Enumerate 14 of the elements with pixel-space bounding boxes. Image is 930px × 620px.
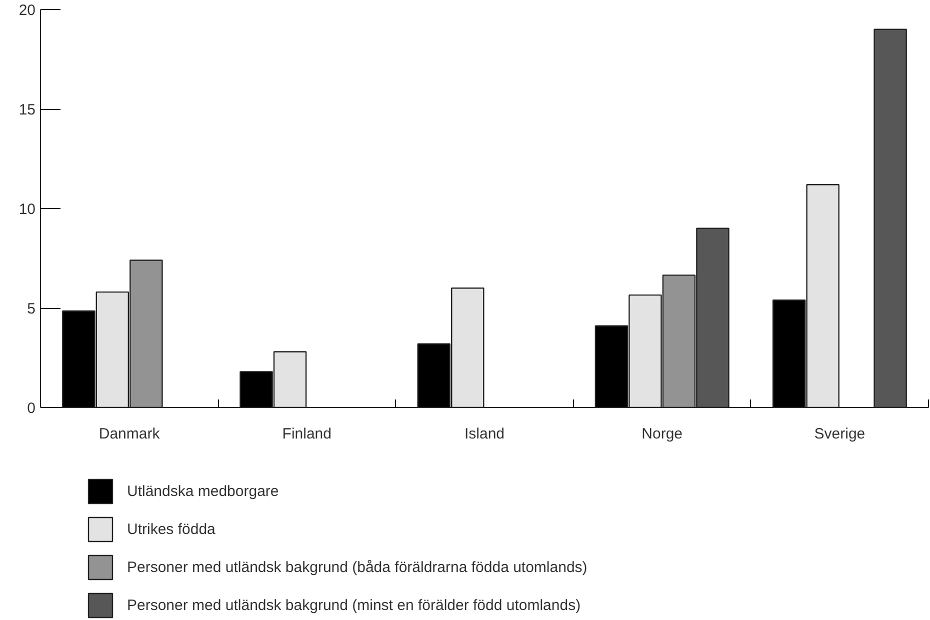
legend-label: Personer med utländsk bakgrund (båda föräldrarna födda utomlands) xyxy=(127,558,588,576)
x-tick-label: Finland xyxy=(282,426,332,442)
x-tick-label: Danmark xyxy=(98,426,160,442)
y-tick-label: 15 xyxy=(18,102,36,118)
y-tick-label: 0 xyxy=(27,400,36,417)
x-tick-label: Sverige xyxy=(814,426,866,442)
legend-label: Utländska medborgare xyxy=(127,482,279,500)
x-tick-label: Norge xyxy=(642,426,683,442)
legend-label: Personer med utländsk bakgrund (minst en förälder född utomlands) xyxy=(127,596,581,614)
x-tick-label: Island xyxy=(464,426,505,442)
y-tick-label: 5 xyxy=(27,300,36,318)
y-tick-label: 10 xyxy=(18,201,36,218)
legend-label: Utrikes födda xyxy=(127,520,216,538)
y-tick-label: 20 xyxy=(18,2,36,19)
